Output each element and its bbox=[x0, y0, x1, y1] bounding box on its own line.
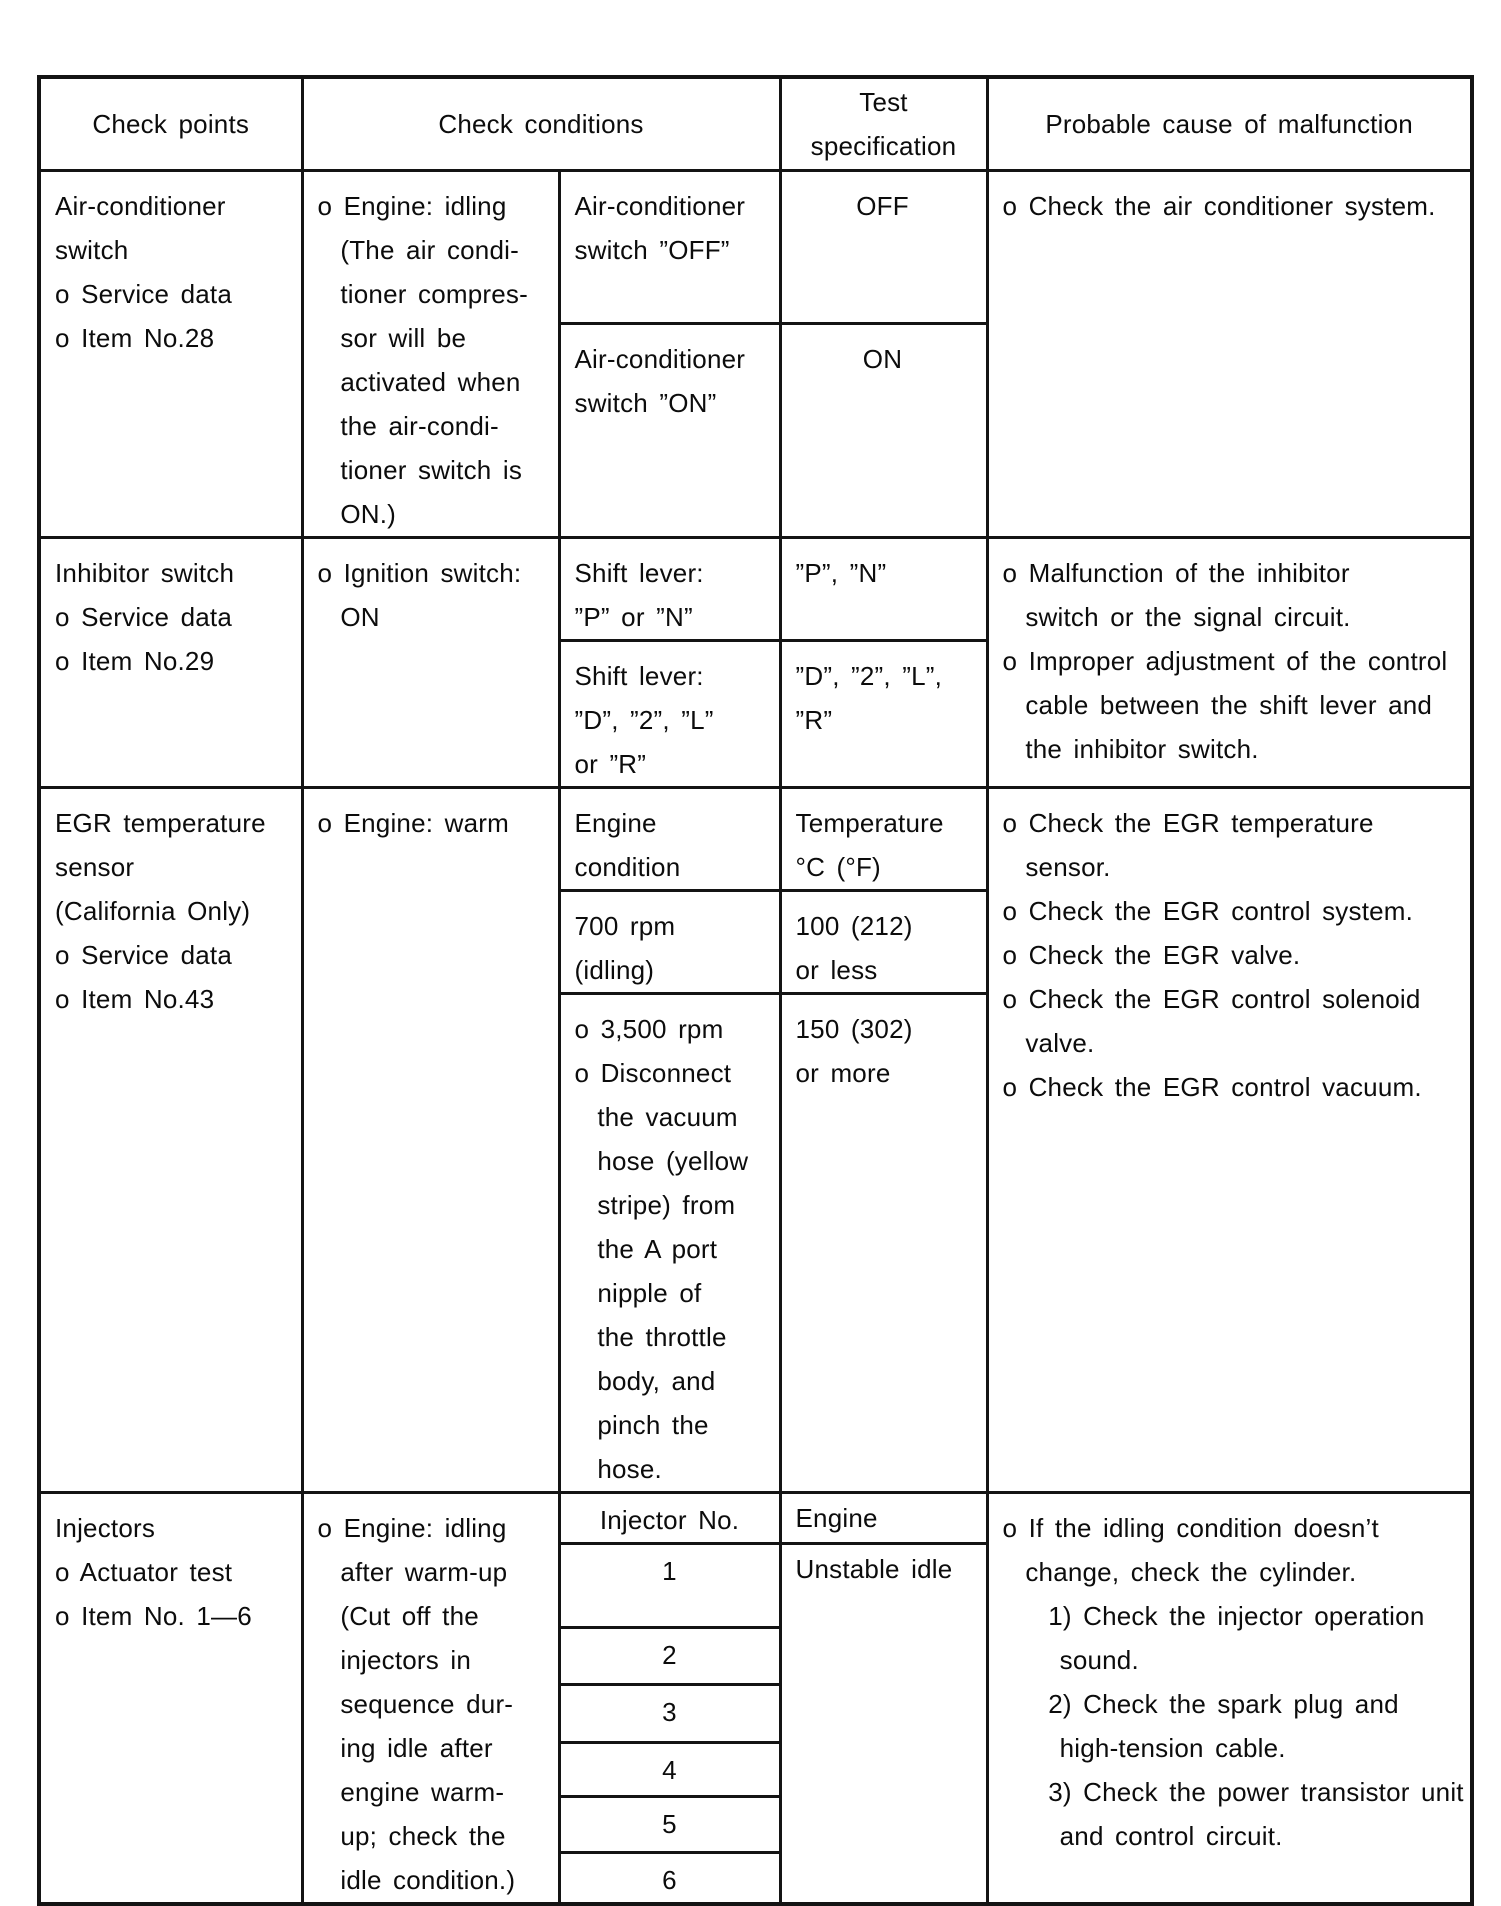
ac-check-point-cell: Air-conditioner switch o Service data o … bbox=[37, 168, 304, 539]
egr-check-point-cell: EGR temperature sensor (California Only)… bbox=[37, 785, 304, 1494]
ac-probable-cause-cell: o Check the air conditioner system. bbox=[985, 168, 1474, 539]
ac-sub2-spec-cell: ON bbox=[778, 321, 989, 539]
table-row: Air-conditioner switch ”ON” ON bbox=[39, 321, 1472, 539]
injectors-spec-value-cell: Unstable idle bbox=[778, 1541, 989, 1905]
table-row: 700 rpm (idling) 100 (212) or less bbox=[39, 888, 1472, 995]
table-row: Inhibitor switch o Service data o Item N… bbox=[37, 535, 1474, 789]
egr-probable-cause-cell: o Check the EGR temperature sensor. o Ch… bbox=[985, 785, 1474, 1494]
egr-sub1-condition-cell: Engine condition bbox=[557, 785, 782, 892]
egr-condition-cell: o Engine: warm bbox=[300, 785, 561, 1494]
egr-sub1-spec-cell: Temperature °C (°F) bbox=[778, 785, 989, 892]
table-row: Shift lever: ”D”, ”2”, ”L” or ”R” ”D”, ”… bbox=[39, 638, 1472, 789]
inhibitor-sub1-spec-cell: ”P”, ”N” bbox=[778, 535, 989, 642]
header-check-conditions: Check conditions bbox=[300, 75, 782, 172]
header-test-specification: Test specification bbox=[778, 75, 989, 172]
injectors-check-point-cell: Injectors o Actuator test o Item No. 1—6 bbox=[37, 1490, 304, 1905]
injector-number-cell-4: 4 bbox=[557, 1740, 782, 1798]
injectors-condition-cell: o Engine: idling after warm-up (Cut off … bbox=[300, 1490, 561, 1905]
header-check-points: Check points bbox=[37, 75, 304, 172]
ac-sub1-condition-cell: Air-conditioner switch ”OFF” bbox=[557, 168, 782, 325]
egr-sub3-condition-cell: o 3,500 rpm o Disconnect the vacuum hose… bbox=[557, 991, 782, 1494]
egr-sub2-spec-cell: 100 (212) or less bbox=[778, 888, 989, 995]
egr-sub2-condition-cell: 700 rpm (idling) bbox=[557, 888, 782, 995]
table-row: o 3,500 rpm o Disconnect the vacuum hose… bbox=[39, 991, 1472, 1494]
inhibitor-sub2-condition-cell: Shift lever: ”D”, ”2”, ”L” or ”R” bbox=[557, 638, 782, 789]
inhibitor-sub2-spec-cell: ”D”, ”2”, ”L”, ”R” bbox=[778, 638, 989, 789]
inhibitor-condition-cell: o Ignition switch: ON bbox=[300, 535, 561, 789]
table-row: 3 bbox=[39, 1682, 1472, 1744]
injector-number-cell-6: 6 bbox=[557, 1850, 782, 1905]
injector-number-cell-1: 1 bbox=[557, 1541, 782, 1629]
injector-no-header-cell: Injector No. bbox=[557, 1490, 782, 1545]
table-header-row: Check points Check conditions Test speci… bbox=[37, 75, 1474, 172]
inhibitor-probable-cause-cell: o Malfunction of the inhibitor switch or… bbox=[985, 535, 1474, 789]
inhibitor-sub1-condition-cell: Shift lever: ”P” or ”N” bbox=[557, 535, 782, 642]
table-row: Injectors o Actuator test o Item No. 1—6… bbox=[37, 1490, 1474, 1905]
diagnostic-check-table: Check points Check conditions Test speci… bbox=[37, 75, 1474, 1906]
table-row: 2 bbox=[39, 1625, 1472, 1686]
header-probable-cause: Probable cause of malfunction bbox=[985, 75, 1474, 172]
ac-sub1-spec-cell: OFF bbox=[778, 168, 989, 325]
injectors-spec-header-cell: Engine bbox=[778, 1490, 989, 1545]
ac-sub2-condition-cell: Air-conditioner switch ”ON” bbox=[557, 321, 782, 539]
table-row: Air-conditioner switch o Service data o … bbox=[37, 168, 1474, 539]
injector-number-cell-5: 5 bbox=[557, 1794, 782, 1854]
ac-condition-cell: o Engine: idling (The air condi- tioner … bbox=[300, 168, 561, 539]
injectors-probable-cause-cell: o If the idling condition doesn’t change… bbox=[985, 1490, 1474, 1905]
egr-sub3-spec-cell: 150 (302) or more bbox=[778, 991, 989, 1494]
injector-number-cell-2: 2 bbox=[557, 1625, 782, 1686]
table-row: EGR temperature sensor (California Only)… bbox=[37, 785, 1474, 1494]
inhibitor-check-point-cell: Inhibitor switch o Service data o Item N… bbox=[37, 535, 304, 789]
injector-number-cell-3: 3 bbox=[557, 1682, 782, 1744]
